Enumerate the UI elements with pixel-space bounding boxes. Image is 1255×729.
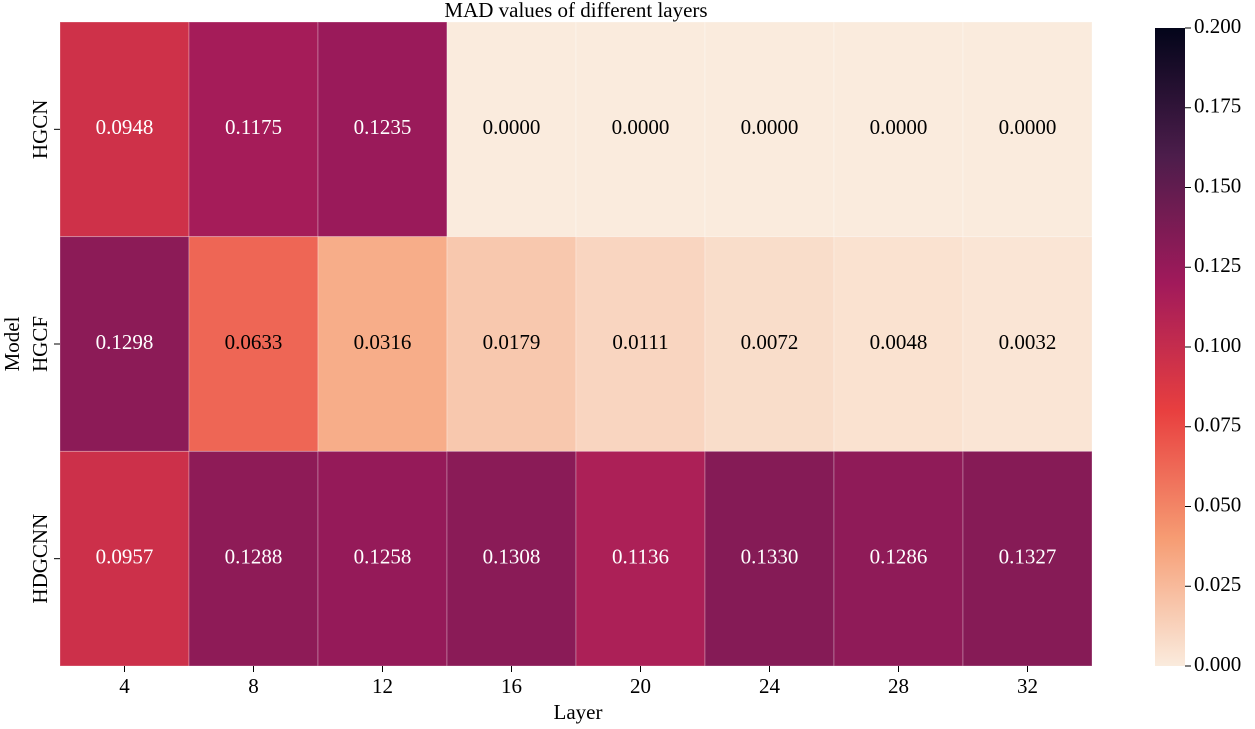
cell-label: 0.0633	[225, 330, 283, 354]
colorbar-tick-label: 0.050	[1194, 492, 1241, 516]
cell-label: 0.0948	[96, 115, 154, 139]
heatmap-cell	[59, 450, 190, 667]
cell-label: 0.0032	[999, 330, 1057, 354]
cell-label: 0.1235	[354, 115, 412, 139]
colorbar-tick-label: 0.175	[1194, 94, 1241, 118]
x-tick-label: 28	[888, 674, 909, 698]
cell-label: 0.0957	[96, 544, 154, 568]
colorbar-tick-label: 0.000	[1194, 652, 1241, 676]
heatmap-cell	[704, 236, 835, 452]
chart-title: MAD values of different layers	[444, 0, 707, 22]
cell-label: 0.1308	[483, 544, 541, 568]
x-tick-label: 16	[501, 674, 522, 698]
x-tick-label: 20	[630, 674, 651, 698]
cell-label: 0.0000	[741, 115, 799, 139]
cell-label: 0.0048	[870, 330, 928, 354]
x-tick-label: 8	[248, 674, 259, 698]
x-tick-label: 4	[119, 674, 130, 698]
cell-label: 0.0000	[483, 115, 541, 139]
heatmap-cell	[704, 450, 835, 667]
cell-label: 0.0316	[354, 330, 412, 354]
heatmap-cell	[188, 450, 319, 667]
colorbar-tick-label: 0.100	[1194, 333, 1241, 357]
heatmap-cell	[317, 21, 448, 238]
heatmap-cell	[833, 236, 964, 452]
y-axis-label: Model	[0, 316, 24, 371]
cell-label: 0.0000	[999, 115, 1057, 139]
heatmap-cell	[446, 236, 577, 452]
colorbar-tick-label: 0.025	[1194, 572, 1241, 596]
x-tick-label: 24	[759, 674, 781, 698]
heatmap-cell	[575, 21, 706, 238]
heatmap-cell	[962, 236, 1093, 452]
heatmap-cell	[317, 450, 448, 667]
cell-label: 0.0072	[741, 330, 799, 354]
cell-label: 0.0179	[483, 330, 541, 354]
x-tick-label: 32	[1017, 674, 1038, 698]
colorbar	[1155, 28, 1185, 666]
heatmap-cell	[575, 236, 706, 452]
cell-label: 0.1327	[999, 544, 1057, 568]
cell-label: 0.0000	[870, 115, 928, 139]
cell-label: 0.1258	[354, 544, 412, 568]
colorbar-tick-label: 0.075	[1194, 413, 1241, 437]
heatmap-cell	[446, 450, 577, 667]
cell-label: 0.1298	[96, 330, 154, 354]
x-axis-label: Layer	[554, 700, 603, 724]
heatmap-cell	[962, 450, 1093, 667]
y-tick-label: HGCN	[28, 100, 52, 160]
colorbar-tick-label: 0.125	[1194, 253, 1241, 277]
colorbar-tick-label: 0.150	[1194, 173, 1241, 197]
heatmap-cell	[59, 21, 190, 238]
heatmap-cell	[446, 21, 577, 238]
cell-label: 0.1136	[612, 544, 669, 568]
heatmap-cell	[833, 450, 964, 667]
cell-label: 0.0000	[612, 115, 670, 139]
heatmap-cell	[188, 236, 319, 452]
heatmap-cell	[833, 21, 964, 238]
cell-label: 0.1288	[225, 544, 283, 568]
heatmap-cell	[188, 21, 319, 238]
heatmap-cell	[575, 450, 706, 667]
cell-label: 0.0111	[612, 330, 668, 354]
colorbar-tick-label: 0.200	[1194, 14, 1241, 38]
cell-label: 0.1286	[870, 544, 928, 568]
heatmap-cell	[962, 21, 1093, 238]
x-tick-label: 12	[372, 674, 393, 698]
cell-label: 0.1330	[741, 544, 799, 568]
cell-label: 0.1175	[225, 115, 282, 139]
heatmap-cell	[704, 21, 835, 238]
y-tick-label: HGCF	[28, 316, 52, 372]
y-tick-label: HDGCNN	[28, 514, 52, 604]
